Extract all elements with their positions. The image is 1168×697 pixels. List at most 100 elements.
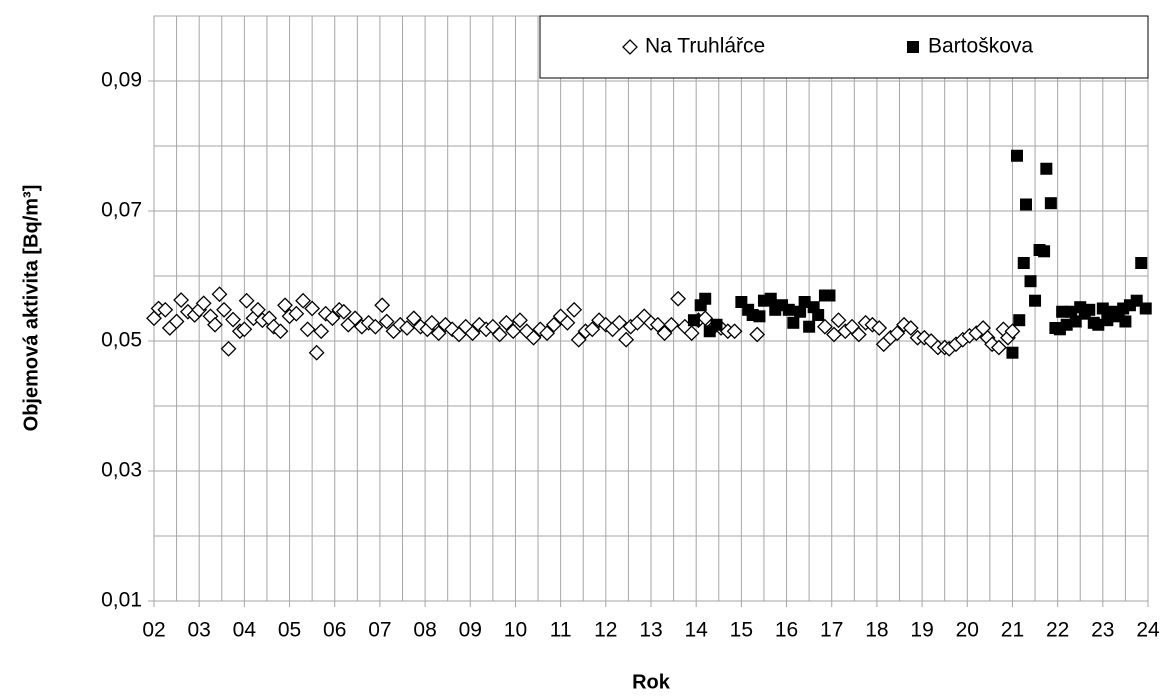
data-point	[566, 301, 583, 318]
x-tick-label: 12	[594, 619, 617, 642]
x-tick-label: 06	[323, 619, 346, 642]
x-tick-label: 08	[413, 619, 436, 642]
y-axis-title: Objemová aktivita [Bq/m³]	[20, 185, 42, 432]
x-tick-label: 16	[775, 619, 798, 642]
data-point	[295, 292, 312, 309]
data-point	[1040, 162, 1053, 175]
data-point	[335, 303, 352, 320]
data-point	[1004, 323, 1021, 340]
data-point	[299, 321, 316, 338]
x-tick-label: 07	[368, 619, 391, 642]
data-point	[889, 325, 906, 342]
data-point	[559, 314, 576, 331]
data-point	[1092, 318, 1105, 331]
data-point	[787, 316, 800, 329]
x-tick-label: 22	[1046, 619, 1069, 642]
legend-label: Bartoškova	[928, 35, 1033, 58]
data-point	[168, 313, 185, 330]
data-point	[277, 297, 293, 314]
data-point	[498, 314, 515, 331]
data-point	[710, 318, 723, 331]
data-point	[539, 325, 556, 342]
data-point	[216, 301, 232, 318]
y-tick-label: 0,09	[101, 69, 142, 92]
x-tick-label: 13	[639, 619, 662, 642]
x-tick-label: 20	[956, 619, 979, 642]
data-point	[423, 314, 440, 331]
data-point	[367, 318, 384, 335]
data-point	[288, 305, 305, 322]
x-tick-label: 24	[1136, 619, 1160, 642]
data-point	[211, 286, 228, 303]
data-point	[570, 331, 587, 348]
data-point	[663, 316, 680, 333]
data-point	[195, 295, 212, 312]
x-tick-label: 03	[188, 619, 211, 642]
data-point	[871, 320, 888, 336]
data-point	[1083, 303, 1096, 316]
data-point	[782, 303, 795, 316]
x-axis-title: Rok	[632, 671, 671, 693]
data-point	[347, 310, 363, 327]
data-point	[313, 323, 330, 340]
data-point	[220, 340, 237, 357]
data-point	[1139, 302, 1152, 315]
x-tick-label: 14	[685, 619, 709, 642]
x-tick-label: 05	[278, 619, 301, 642]
data-point	[1010, 149, 1023, 162]
data-point	[726, 323, 743, 340]
legend-label: Na Truhlářce	[645, 35, 765, 58]
data-point	[374, 297, 391, 314]
data-point	[1038, 245, 1051, 258]
data-point	[699, 292, 712, 305]
data-point	[990, 339, 1007, 356]
data-point	[1056, 305, 1069, 318]
y-tick-label: 0,03	[101, 459, 142, 482]
data-point	[378, 313, 395, 330]
data-point	[1029, 294, 1042, 307]
data-point	[304, 300, 321, 317]
x-tick-label: 15	[730, 619, 753, 642]
data-point	[491, 326, 508, 343]
data-point	[464, 325, 481, 342]
data-point	[1017, 257, 1030, 269]
data-point	[812, 309, 825, 321]
x-tick-label: 18	[865, 619, 888, 642]
x-tick-label: 02	[142, 619, 165, 642]
data-point	[1096, 302, 1109, 315]
data-point	[1069, 315, 1082, 328]
data-point	[207, 316, 223, 333]
x-tick-label: 19	[910, 619, 933, 642]
data-point	[1130, 294, 1143, 307]
data-point	[850, 326, 867, 343]
data-point	[545, 316, 562, 333]
y-tick-label: 0,05	[101, 329, 142, 352]
legend-box	[539, 15, 1149, 79]
data-point	[308, 344, 325, 361]
data-point	[803, 320, 816, 333]
data-point	[687, 314, 700, 327]
x-tick-label: 09	[459, 619, 482, 642]
data-point	[1024, 275, 1037, 288]
x-tick-label: 23	[1091, 619, 1114, 642]
data-point	[649, 316, 666, 333]
data-point	[1020, 198, 1033, 211]
data-point	[1135, 257, 1148, 269]
data-point	[1119, 315, 1132, 328]
data-point	[238, 292, 255, 309]
legend-marker	[907, 41, 919, 53]
data-point	[1065, 305, 1078, 318]
data-point	[1006, 346, 1019, 359]
legend-marker	[622, 39, 638, 55]
data-point	[670, 290, 687, 307]
data-point	[236, 321, 253, 338]
x-tick-label: 17	[820, 619, 843, 642]
data-point	[1013, 314, 1026, 327]
data-point	[512, 312, 528, 329]
data-point	[173, 292, 190, 308]
x-tick-label: 21	[1001, 619, 1024, 642]
data-point	[798, 296, 811, 308]
data-point	[157, 301, 174, 318]
